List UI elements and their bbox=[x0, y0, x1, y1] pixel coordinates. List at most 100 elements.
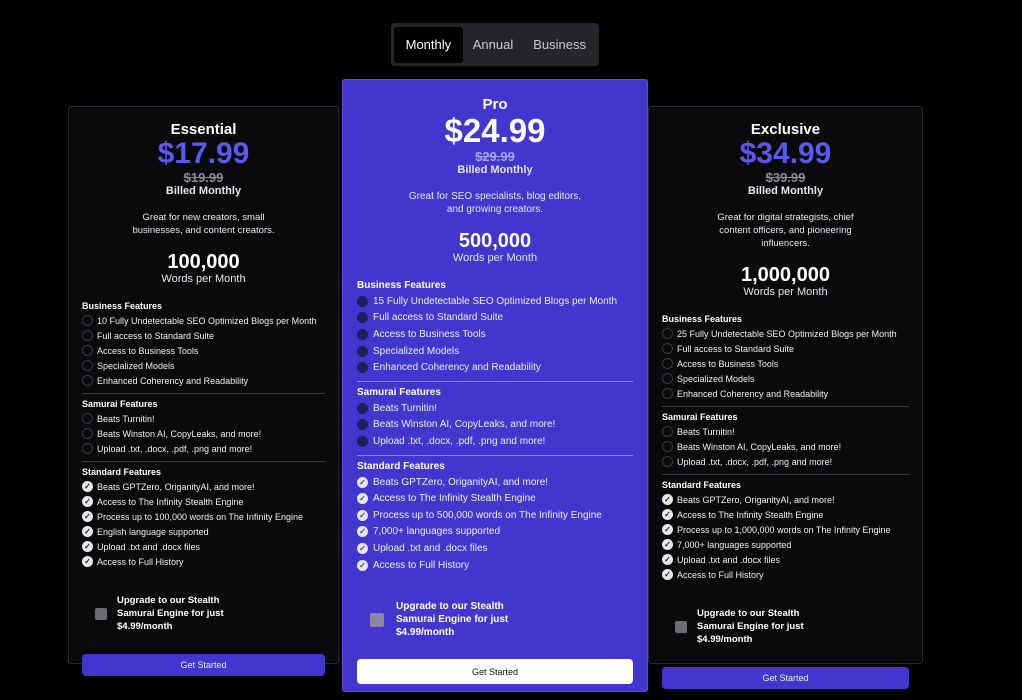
feature-item: Enhanced Coherency and Readability bbox=[82, 373, 325, 388]
check-circle-icon: ✓ bbox=[662, 494, 673, 505]
feature-label: Specialized Models bbox=[97, 360, 175, 371]
tab-monthly[interactable]: Monthly bbox=[394, 26, 463, 63]
business-features: Business Features 25 Fully Undetectable S… bbox=[662, 314, 909, 406]
circle-icon bbox=[357, 435, 368, 447]
feature-item: ✓ Access to The Infinity Stealth Engine bbox=[662, 507, 909, 522]
circle-icon bbox=[357, 402, 368, 414]
circle-icon bbox=[82, 345, 93, 356]
feature-label: Process up to 100,000 words on The Infin… bbox=[97, 511, 303, 522]
feature-label: Beats Turnitin! bbox=[97, 413, 155, 424]
plan-card-essential: Essential $17.99 $19.99 Billed Monthly Great… bbox=[68, 106, 339, 676]
plan-description: Great for digital strategists, chief con… bbox=[717, 212, 854, 249]
feature-item: ✓ Beats GPTZero, OriganityAI, and more! bbox=[357, 474, 633, 491]
feature-item: Beats Winston AI, CopyLeaks, and more! bbox=[82, 426, 325, 441]
check-circle-icon: ✓ bbox=[357, 542, 368, 554]
feature-item: Beats Turnitin! bbox=[662, 424, 909, 439]
check-circle-icon: ✓ bbox=[662, 539, 673, 550]
circle-icon bbox=[662, 426, 673, 437]
circle-icon bbox=[662, 388, 673, 399]
circle-icon bbox=[357, 312, 368, 324]
feature-item: Access to Business Tools bbox=[662, 356, 909, 371]
feature-item: Upload .txt, .docx, .pdf, .png and more! bbox=[82, 441, 325, 456]
feature-label: Beats Winston AI, CopyLeaks, and more! bbox=[677, 441, 842, 452]
plan-name: Essential bbox=[170, 121, 237, 138]
feature-label: Upload .txt, .docx, .pdf, .png and more! bbox=[97, 443, 253, 454]
check-circle-icon: ✓ bbox=[662, 554, 673, 565]
feature-item: Beats Winston AI, CopyLeaks, and more! bbox=[662, 439, 909, 454]
plan-name: Exclusive bbox=[750, 121, 821, 138]
feature-label: Full access to Standard Suite bbox=[97, 330, 215, 341]
feature-item: Enhanced Coherency and Readability bbox=[662, 386, 909, 401]
check-circle-icon: ✓ bbox=[82, 496, 93, 507]
billing-period-toggle: Monthly Annual Business bbox=[391, 23, 599, 66]
feature-label: Beats Turnitin! bbox=[677, 426, 735, 437]
feature-label: Upload .txt, .docx, .pdf, .png and more! bbox=[373, 435, 546, 447]
word-limit-label: Words per Month bbox=[743, 286, 828, 298]
feature-item: ✓ Access to Full History bbox=[82, 554, 325, 569]
tab-annual[interactable]: Annual bbox=[472, 37, 514, 52]
feature-label: Full access to Standard Suite bbox=[373, 312, 504, 324]
feature-item: 10 Fully Undetectable SEO Optimized Blog… bbox=[82, 313, 325, 328]
section-title: Samurai Features bbox=[662, 412, 738, 422]
circle-icon bbox=[357, 295, 368, 307]
feature-item: ✓ Upload .txt and .docx files bbox=[82, 539, 325, 554]
feature-item: ✓ Process up to 1,000,000 words on The In… bbox=[662, 522, 909, 537]
samurai-features: Samurai Features Beats Turnitin! Beats Win… bbox=[82, 393, 325, 461]
check-circle-icon: ✓ bbox=[357, 559, 368, 571]
upgrade-label: Upgrade to our Stealth Samurai Engine fo… bbox=[697, 608, 804, 645]
billing-note: Billed Monthly bbox=[747, 185, 824, 197]
feature-item: Full access to Standard Suite bbox=[662, 341, 909, 356]
check-circle-icon: ✓ bbox=[662, 569, 673, 580]
feature-label: Access to The Infinity Stealth Engine bbox=[373, 493, 536, 505]
circle-icon bbox=[82, 428, 93, 439]
get-started-button[interactable]: Get Started bbox=[357, 659, 633, 685]
get-started-button[interactable]: Get Started bbox=[82, 654, 325, 676]
section-title: Samurai Features bbox=[82, 399, 158, 409]
feature-label: 7,000+ languages supported bbox=[677, 539, 792, 550]
feature-item: Specialized Models bbox=[82, 358, 325, 373]
check-circle-icon: ✓ bbox=[82, 556, 93, 567]
circle-icon bbox=[662, 358, 673, 369]
circle-icon bbox=[82, 315, 93, 326]
check-circle-icon: ✓ bbox=[82, 511, 93, 522]
feature-label: Upload .txt and .docx files bbox=[677, 554, 781, 565]
upgrade-checkbox[interactable] bbox=[370, 612, 384, 627]
circle-icon bbox=[662, 441, 673, 452]
section-title: Standard Features bbox=[357, 460, 445, 472]
feature-label: Access to Business Tools bbox=[677, 358, 779, 369]
get-started-button[interactable]: Get Started bbox=[662, 667, 909, 689]
upgrade-option[interactable]: Upgrade to our Stealth Samurai Engine fo… bbox=[675, 607, 909, 646]
tab-business[interactable]: Business bbox=[533, 37, 586, 52]
check-circle-icon: ✓ bbox=[357, 493, 368, 505]
feature-item: ✓ Upload .txt and .docx files bbox=[662, 552, 909, 567]
feature-label: Upload .txt and .docx files bbox=[97, 541, 201, 552]
feature-label: Beats Winston AI, CopyLeaks, and more! bbox=[373, 419, 556, 431]
plan-price: $17.99 bbox=[157, 137, 250, 170]
upgrade-checkbox[interactable] bbox=[95, 607, 107, 620]
feature-label: 7,000+ languages supported bbox=[373, 526, 501, 538]
circle-icon bbox=[357, 419, 368, 431]
plan-old-price: $29.99 bbox=[475, 149, 515, 164]
check-circle-icon: ✓ bbox=[662, 509, 673, 520]
upgrade-checkbox[interactable] bbox=[675, 620, 687, 633]
check-circle-icon: ✓ bbox=[662, 524, 673, 535]
feature-item: Enhanced Coherency and Readability bbox=[357, 359, 633, 376]
feature-label: English language supported bbox=[97, 526, 209, 537]
circle-icon bbox=[662, 343, 673, 354]
circle-icon bbox=[82, 360, 93, 371]
feature-label: Full access to Standard Suite bbox=[677, 343, 795, 354]
plan-card-pro: Pro $24.99 $29.99 Billed Monthly Great for S… bbox=[342, 79, 648, 692]
feature-item: 15 Fully Undetectable SEO Optimized Blog… bbox=[357, 293, 633, 310]
check-circle-icon: ✓ bbox=[357, 476, 368, 488]
upgrade-label: Upgrade to our Stealth Samurai Engine fo… bbox=[117, 595, 224, 632]
feature-item: ✓ Process up to 500,000 words on The Infi… bbox=[357, 507, 633, 524]
upgrade-option[interactable]: Upgrade to our Stealth Samurai Engine fo… bbox=[95, 594, 325, 633]
feature-label: 25 Fully Undetectable SEO Optimized Blog… bbox=[677, 328, 897, 339]
feature-label: Upload .txt and .docx files bbox=[373, 542, 488, 554]
billing-note: Billed Monthly bbox=[165, 185, 242, 197]
feature-label: Access to Business Tools bbox=[97, 345, 199, 356]
feature-item: Beats Turnitin! bbox=[357, 400, 633, 417]
upgrade-option[interactable]: Upgrade to our Stealth Samurai Engine fo… bbox=[370, 600, 633, 639]
plan-old-price: $39.99 bbox=[765, 170, 806, 185]
feature-item: Upload .txt, .docx, .pdf, .png and more! bbox=[662, 454, 909, 469]
